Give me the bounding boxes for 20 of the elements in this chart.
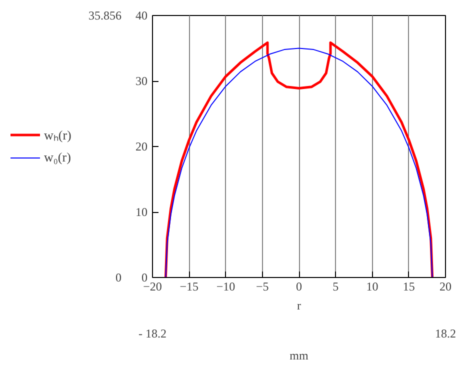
text: r mm [290, 298, 308, 362]
x-tick-label: 15 [402, 280, 415, 294]
text: - 18.2 [138, 326, 166, 340]
x-tick-label: −5 [256, 280, 269, 294]
y-tick-label: 20 [136, 140, 148, 154]
y-tick-label: 30 [136, 74, 148, 88]
x-tick-label: −15 [180, 280, 199, 294]
x-tick-label: 10 [366, 280, 378, 294]
x-tick-label: 20 [440, 280, 452, 294]
y-tick-label: 10 [136, 205, 148, 219]
legend-label: w₀(r) [44, 150, 71, 166]
legend-label: wₕ(r) [44, 126, 72, 144]
text: 18.2 [435, 326, 456, 340]
text: 0 [116, 270, 122, 284]
x-tick-label: 5 [332, 280, 339, 294]
x-tick-label: 0 [296, 280, 302, 294]
x-tick-label: −10 [216, 280, 236, 294]
y-tick-label: 0 [142, 270, 148, 284]
text: 35.856 [88, 8, 122, 22]
y-tick-label: 40 [136, 8, 148, 22]
